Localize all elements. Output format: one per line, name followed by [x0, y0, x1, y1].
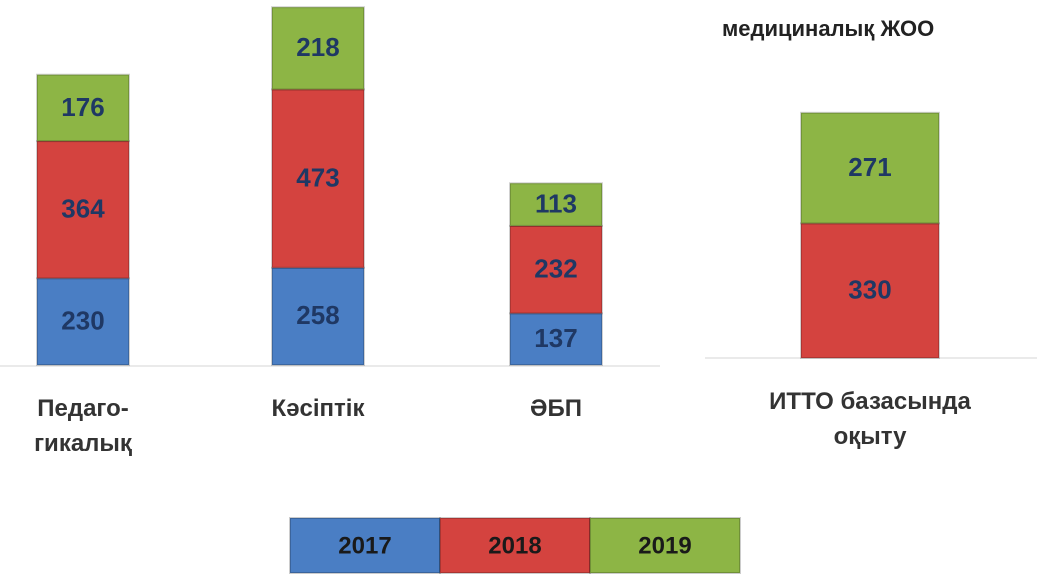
bar-segment [800, 111, 940, 225]
category-label: ӘБП [530, 395, 582, 422]
chart-title: медициналық ЖОО [722, 16, 935, 41]
bar-segment [36, 277, 130, 367]
value-label: 176 [61, 92, 104, 122]
category-label: Кәсіптік [271, 395, 365, 422]
value-label: 364 [61, 194, 105, 224]
bar-segment [271, 266, 365, 367]
value-label: 330 [848, 275, 891, 305]
bar-segment [509, 312, 603, 367]
value-label: 473 [296, 162, 339, 192]
bar-segment [509, 224, 603, 315]
value-label: 137 [534, 323, 577, 353]
legend-swatch [589, 517, 741, 574]
legend-label: 2017 [338, 532, 391, 559]
bar-segment [271, 6, 365, 91]
legend-label: 2018 [488, 532, 541, 559]
category-label: ИТТО базасында оқыту [769, 388, 971, 450]
category-label: Педаго- гикалық [34, 395, 132, 457]
value-label: 258 [296, 300, 339, 330]
value-label: 218 [296, 32, 339, 62]
value-label: 271 [848, 152, 891, 182]
value-label: 113 [535, 188, 577, 218]
bar-segment [36, 73, 130, 143]
value-label: 230 [61, 306, 104, 336]
bar-segment [271, 88, 365, 269]
legend-label: 2019 [638, 532, 691, 559]
bar-segment [509, 182, 603, 227]
legend-swatch [289, 517, 441, 574]
value-label: 232 [534, 253, 577, 283]
